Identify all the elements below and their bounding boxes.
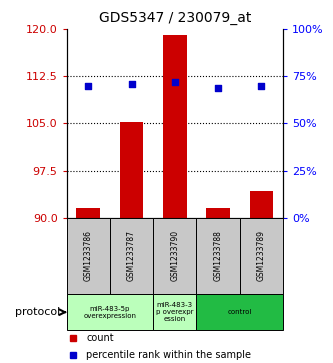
Text: GSM1233789: GSM1233789 <box>257 231 266 281</box>
Text: GSM1233787: GSM1233787 <box>127 231 136 281</box>
Bar <box>240 218 283 294</box>
Text: percentile rank within the sample: percentile rank within the sample <box>86 350 251 360</box>
Bar <box>67 294 153 330</box>
Title: GDS5347 / 230079_at: GDS5347 / 230079_at <box>99 11 251 25</box>
Point <box>129 81 134 87</box>
Bar <box>67 218 110 294</box>
Text: count: count <box>86 334 114 343</box>
Bar <box>249 191 273 218</box>
Point <box>86 83 91 89</box>
Point <box>172 79 177 85</box>
Bar <box>206 208 230 218</box>
Bar <box>153 218 196 294</box>
Text: GSM1233786: GSM1233786 <box>84 231 93 281</box>
Text: protocol: protocol <box>15 307 60 317</box>
Text: GSM1233790: GSM1233790 <box>170 231 179 281</box>
Bar <box>196 294 283 330</box>
Text: control: control <box>227 309 252 315</box>
Bar <box>76 208 100 218</box>
Bar <box>120 122 144 218</box>
Bar <box>110 218 153 294</box>
Text: miR-483-3
p overexpr
ession: miR-483-3 p overexpr ession <box>156 302 193 322</box>
Point <box>259 83 264 89</box>
Bar <box>196 218 240 294</box>
Text: GSM1233788: GSM1233788 <box>213 231 223 281</box>
Bar <box>163 35 187 218</box>
Point <box>215 85 221 90</box>
Bar <box>153 294 196 330</box>
Text: miR-483-5p
overexpression: miR-483-5p overexpression <box>83 306 137 319</box>
